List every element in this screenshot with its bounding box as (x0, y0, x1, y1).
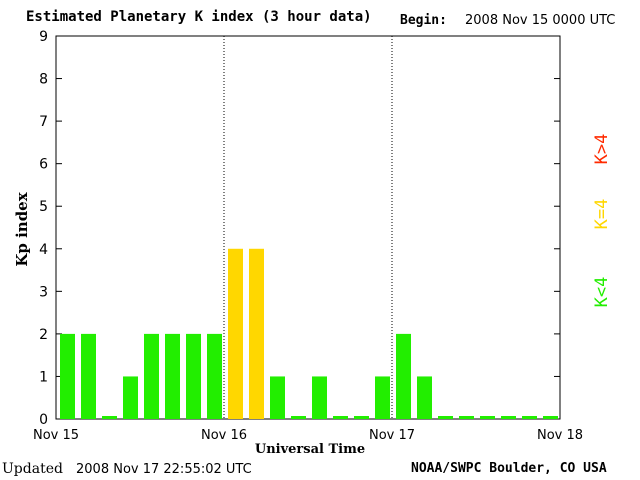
kp-bar (312, 376, 327, 419)
legend-k-above-4: K>4 (592, 134, 612, 165)
kp-bar (522, 416, 537, 419)
y-tick-label: 9 (39, 29, 48, 45)
kp-bar (480, 416, 495, 419)
kp-bar (207, 333, 222, 419)
begin-label: Begin: (400, 13, 447, 28)
legend-k-equal-4: K=4 (592, 199, 612, 230)
kp-bar (438, 416, 453, 419)
kp-bar (228, 248, 243, 419)
chart-title: Estimated Planetary K index (3 hour data… (26, 9, 372, 25)
kp-bar (186, 333, 201, 419)
kp-bar (249, 248, 264, 419)
kp-bar (333, 416, 348, 419)
x-tick-label: Nov 16 (201, 428, 247, 443)
kp-bar (375, 376, 390, 419)
kp-bar (543, 416, 558, 419)
kp-bar (291, 416, 306, 419)
x-tick-label: Nov 15 (33, 428, 79, 443)
updated-timestamp: 2008 Nov 17 22:55:02 UTC (76, 462, 252, 477)
kp-bar (81, 333, 96, 419)
y-axis-label: Kp index (13, 191, 31, 266)
kp-bar (417, 376, 432, 419)
kp-bar (123, 376, 138, 419)
kp-bar (354, 416, 369, 419)
plot-frame (55, 35, 561, 420)
x-tick-label: Nov 17 (369, 428, 415, 443)
x-tick-label: Nov 18 (537, 428, 583, 443)
x-axis-label: Universal Time (255, 442, 365, 457)
y-tick-label: 1 (39, 369, 48, 385)
credit-line: NOAA/SWPC Boulder, CO USA (411, 461, 607, 476)
kp-bar (396, 333, 411, 419)
y-tick-label: 7 (39, 114, 48, 130)
kp-bar (60, 333, 75, 419)
kp-bar (459, 416, 474, 419)
y-tick-label: 5 (39, 199, 48, 215)
y-tick-label: 3 (39, 284, 48, 300)
kp-bar (165, 333, 180, 419)
begin-date: 2008 Nov 15 0000 UTC (465, 13, 616, 28)
y-tick-label: 6 (39, 157, 48, 173)
y-tick-label: 2 (39, 327, 48, 343)
legend-k-below-4: K<4 (592, 277, 612, 308)
updated-label: Updated (2, 461, 63, 477)
y-tick-label: 4 (39, 242, 48, 258)
kp-bar (501, 416, 516, 419)
kp-bar (270, 376, 285, 419)
y-tick-label: 8 (39, 72, 48, 88)
y-tick-label: 0 (39, 412, 48, 428)
kp-bar (102, 416, 117, 419)
kp-bar (144, 333, 159, 419)
